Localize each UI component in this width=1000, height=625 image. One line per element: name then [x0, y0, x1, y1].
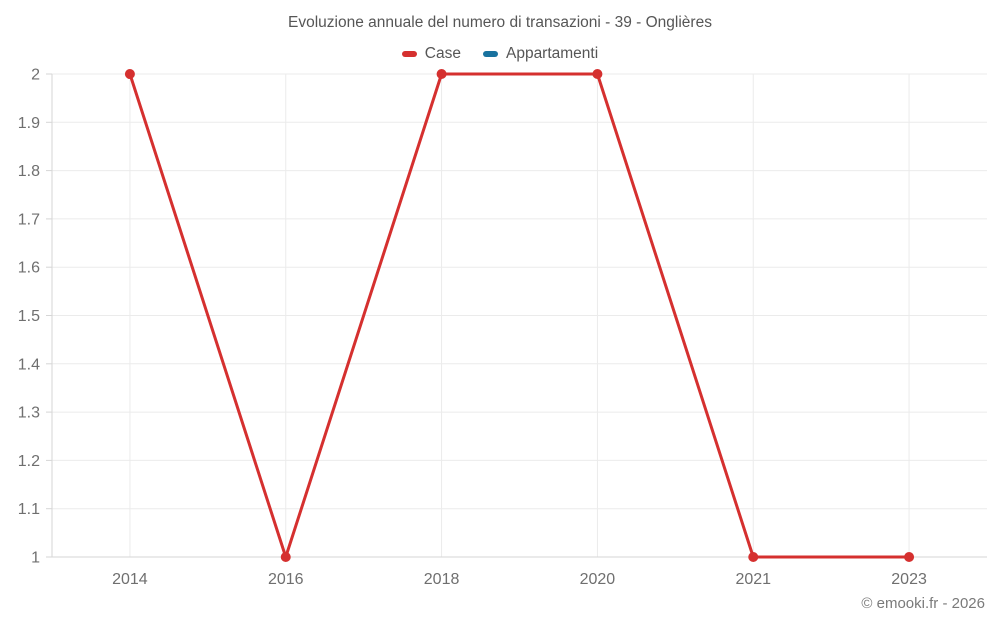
x-axis-label: 2020	[580, 571, 616, 588]
y-axis-label: 1.8	[18, 163, 40, 180]
y-axis-label: 1.3	[18, 405, 40, 422]
case-series-swatch-icon	[401, 51, 417, 57]
y-axis-label: 1	[31, 550, 40, 567]
y-axis-label: 1.4	[18, 356, 40, 373]
data-point-case[interactable]	[124, 69, 135, 79]
data-point-case[interactable]	[748, 552, 759, 562]
legend-label-case: Case	[424, 45, 461, 62]
chart-title: Evoluzione annuale del numero di transaz…	[288, 14, 712, 31]
x-axis-label: 2023	[891, 571, 927, 588]
y-axis-label: 1.7	[18, 211, 40, 228]
legend-item-appartamenti[interactable]: Appartamenti	[482, 45, 599, 63]
legend-label-appartamenti: Appartamenti	[505, 45, 599, 62]
x-axis-label: 2014	[112, 571, 148, 588]
y-axis-label: 1.1	[18, 501, 40, 518]
chart-legend: Case Appartamenti	[0, 45, 1000, 63]
copyright-attribution: © emooki.fr - 2026	[861, 595, 985, 612]
data-point-case[interactable]	[592, 69, 603, 79]
appartamenti-series-swatch-icon	[482, 51, 498, 57]
x-axis-label: 2016	[268, 571, 304, 588]
data-point-case[interactable]	[904, 552, 915, 562]
y-axis-label: 1.9	[18, 115, 40, 132]
y-axis-label: 1.6	[18, 260, 40, 277]
data-point-case[interactable]	[280, 552, 291, 562]
x-axis-label: 2021	[735, 571, 771, 588]
y-axis-label: 1.2	[18, 453, 40, 470]
y-axis-label: 2	[31, 67, 40, 84]
series-line-case	[128, 72, 911, 559]
data-point-case[interactable]	[436, 69, 447, 79]
y-axis-label: 1.5	[18, 308, 40, 325]
x-axis-label: 2018	[424, 571, 460, 588]
legend-item-case[interactable]: Case	[401, 45, 461, 63]
